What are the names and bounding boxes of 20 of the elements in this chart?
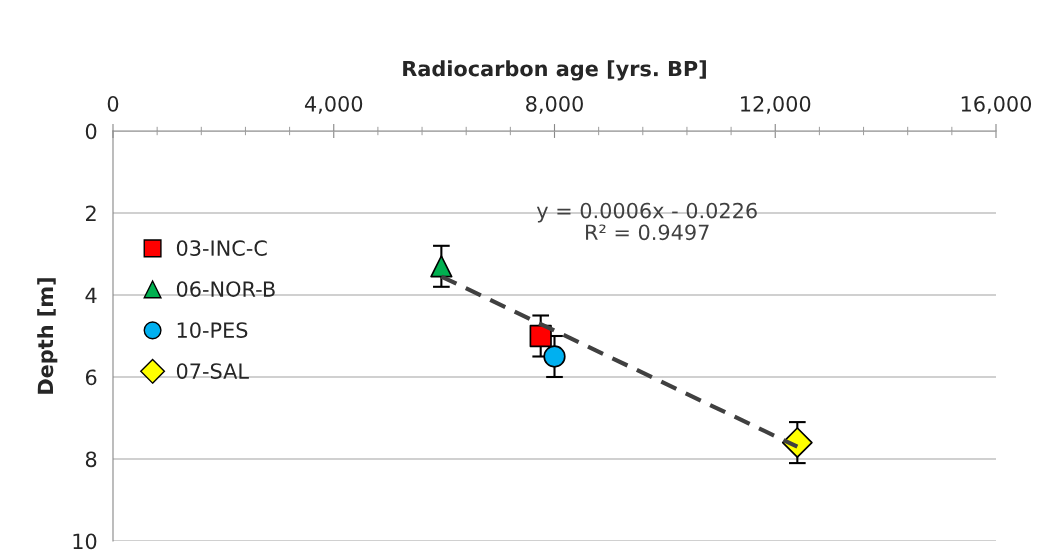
- x-axis-title: Radiocarbon age [yrs. BP]: [403, 60, 706, 81]
- y-tick-label: 0: [85, 123, 97, 140]
- legend-label: 10-PES: [177, 322, 248, 338]
- y-tick-label: 8: [85, 451, 97, 468]
- x-tick-label: 16,000: [961, 95, 1032, 114]
- y-axis-title: Depth [m]: [37, 278, 58, 394]
- x-tick-label: 4,000: [304, 95, 363, 114]
- legend-label: 07-SAL: [176, 363, 249, 379]
- legend-label: 06-NOR-B: [176, 281, 275, 297]
- y-tick-label: 10: [73, 533, 97, 550]
- y-tick-label: 2: [85, 205, 96, 221]
- legend-label: 03-INC-C: [176, 240, 267, 256]
- x-tick-label: 8,000: [526, 95, 583, 114]
- y-tick-label: 4: [85, 287, 97, 303]
- point: [430, 255, 453, 278]
- x-tick-label: 12,000: [741, 95, 811, 114]
- point: [543, 345, 566, 368]
- x-tick-label: 0: [107, 95, 119, 112]
- y-tick-label: 6: [85, 369, 97, 386]
- annotation: y = 0.0006x - 0.0226 R² = 0.9497: [536, 202, 757, 241]
